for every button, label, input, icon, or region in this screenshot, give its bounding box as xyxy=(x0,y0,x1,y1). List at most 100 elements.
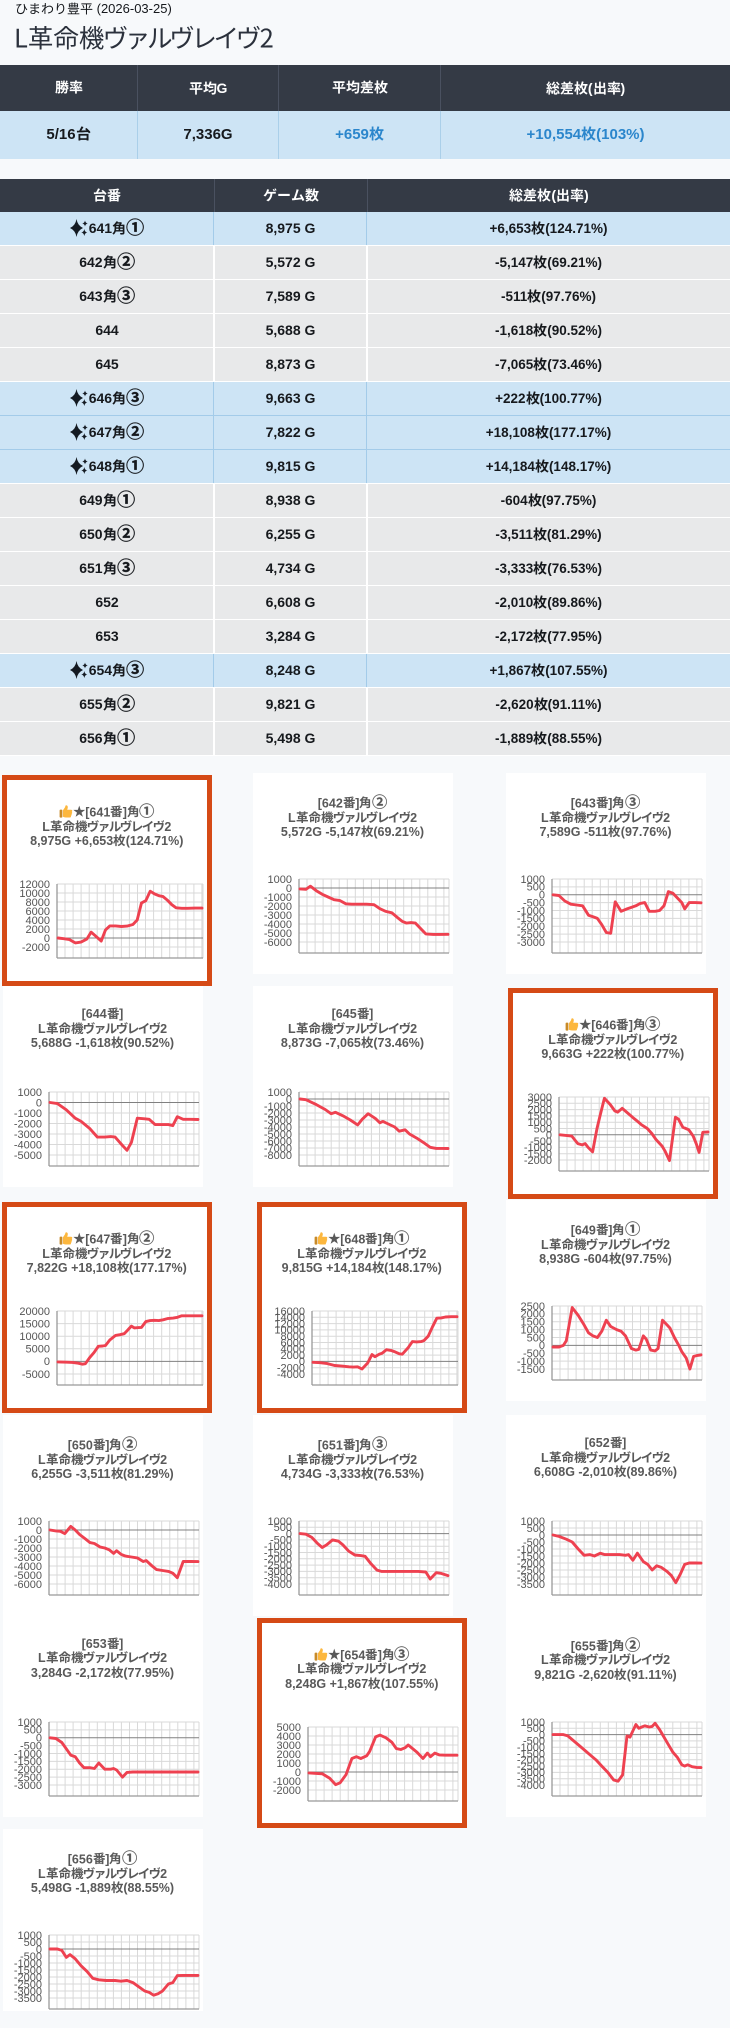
svg-text:-2500: -2500 xyxy=(13,1979,41,1991)
svg-text:-1000: -1000 xyxy=(524,1142,552,1154)
svg-text:-5000: -5000 xyxy=(263,928,291,940)
svg-text:4000: 4000 xyxy=(26,915,50,927)
svg-text:-1000: -1000 xyxy=(516,1356,544,1368)
svg-text:-2000: -2000 xyxy=(13,1543,41,1555)
svg-text:-1500: -1500 xyxy=(263,1547,291,1559)
svg-text:0: 0 xyxy=(538,1530,544,1542)
svg-text:-1000: -1000 xyxy=(263,892,291,904)
svg-text:-3500: -3500 xyxy=(516,1773,544,1785)
svg-text:-3000: -3000 xyxy=(13,1779,41,1791)
svg-text:2000: 2000 xyxy=(281,1350,305,1362)
svg-text:-6000: -6000 xyxy=(13,1579,41,1591)
svg-text:-2500: -2500 xyxy=(516,1565,544,1577)
svg-text:-1500: -1500 xyxy=(516,1748,544,1760)
svg-text:15000: 15000 xyxy=(19,1318,50,1330)
svg-text:-1000: -1000 xyxy=(273,1775,301,1787)
svg-text:-5000: -5000 xyxy=(13,1570,41,1582)
svg-text:-1000: -1000 xyxy=(516,1742,544,1754)
svg-text:2000: 2000 xyxy=(277,1748,301,1760)
svg-text:0: 0 xyxy=(285,883,291,895)
svg-text:-2000: -2000 xyxy=(277,1363,305,1375)
svg-text:1000: 1000 xyxy=(267,1517,291,1528)
svg-text:-3500: -3500 xyxy=(13,1993,41,2005)
svg-text:-2000: -2000 xyxy=(516,1558,544,1570)
svg-text:1000: 1000 xyxy=(267,875,291,886)
svg-text:-4000: -4000 xyxy=(263,1122,291,1134)
svg-text:1000: 1000 xyxy=(520,875,544,886)
svg-text:-2000: -2000 xyxy=(263,1108,291,1120)
svg-text:20000: 20000 xyxy=(19,1307,50,1318)
svg-text:-4000: -4000 xyxy=(13,1561,41,1573)
svg-text:-2000: -2000 xyxy=(13,1972,41,1984)
svg-text:-500: -500 xyxy=(522,897,544,909)
svg-text:-500: -500 xyxy=(522,1348,544,1360)
svg-text:-500: -500 xyxy=(19,1740,41,1752)
svg-text:-3500: -3500 xyxy=(263,1573,291,1585)
svg-text:-500: -500 xyxy=(19,1951,41,1963)
svg-text:8000: 8000 xyxy=(26,897,50,909)
svg-text:-1000: -1000 xyxy=(13,1534,41,1546)
svg-text:-3000: -3000 xyxy=(516,1767,544,1779)
svg-text:-8000: -8000 xyxy=(263,1150,291,1162)
svg-text:-500: -500 xyxy=(530,1136,552,1148)
svg-text:0: 0 xyxy=(295,1766,301,1778)
svg-text:-6000: -6000 xyxy=(263,937,291,949)
svg-text:500: 500 xyxy=(534,1123,552,1135)
svg-text:12000: 12000 xyxy=(274,1318,305,1330)
svg-text:1000: 1000 xyxy=(17,1517,41,1528)
svg-text:500: 500 xyxy=(23,1937,41,1949)
svg-text:0: 0 xyxy=(299,1356,305,1368)
svg-text:-2000: -2000 xyxy=(263,901,291,913)
svg-text:-500: -500 xyxy=(522,1735,544,1747)
svg-text:-2500: -2500 xyxy=(263,1560,291,1572)
svg-text:-1000: -1000 xyxy=(13,1958,41,1970)
svg-text:-1000: -1000 xyxy=(263,1541,291,1553)
svg-text:0: 0 xyxy=(35,1525,41,1537)
svg-text:500: 500 xyxy=(273,1522,291,1534)
svg-text:-2000: -2000 xyxy=(22,942,50,954)
svg-text:1000: 1000 xyxy=(17,1718,41,1729)
svg-text:2000: 2000 xyxy=(26,924,50,936)
svg-text:-2000: -2000 xyxy=(13,1764,41,1776)
svg-text:1000: 1000 xyxy=(267,1088,291,1099)
svg-text:6000: 6000 xyxy=(281,1337,305,1349)
svg-text:-2500: -2500 xyxy=(516,929,544,941)
svg-text:-1500: -1500 xyxy=(516,1364,544,1376)
svg-text:2500: 2500 xyxy=(520,1302,544,1313)
svg-text:-1500: -1500 xyxy=(516,1551,544,1563)
svg-text:5000: 5000 xyxy=(277,1723,301,1734)
svg-text:-5000: -5000 xyxy=(263,1129,291,1141)
svg-text:-2000: -2000 xyxy=(516,1754,544,1766)
svg-text:-1500: -1500 xyxy=(13,1756,41,1768)
svg-text:-2000: -2000 xyxy=(263,1554,291,1566)
svg-text:1500: 1500 xyxy=(520,1317,544,1329)
svg-text:6000: 6000 xyxy=(26,906,50,918)
svg-text:1000: 1000 xyxy=(520,1324,544,1336)
svg-text:-5000: -5000 xyxy=(22,1369,50,1381)
svg-text:2000: 2000 xyxy=(520,1309,544,1321)
svg-text:0: 0 xyxy=(44,1356,50,1368)
svg-text:16000: 16000 xyxy=(274,1307,305,1318)
svg-text:-2500: -2500 xyxy=(13,1771,41,1783)
svg-text:1000: 1000 xyxy=(277,1757,301,1769)
svg-text:1500: 1500 xyxy=(528,1111,552,1123)
svg-text:10000: 10000 xyxy=(274,1325,305,1337)
svg-text:-500: -500 xyxy=(522,1537,544,1549)
svg-text:10000: 10000 xyxy=(19,888,50,900)
svg-text:2000: 2000 xyxy=(528,1104,552,1116)
svg-text:-1000: -1000 xyxy=(516,905,544,917)
svg-text:0: 0 xyxy=(35,1944,41,1956)
svg-text:14000: 14000 xyxy=(274,1312,305,1324)
svg-text:-1000: -1000 xyxy=(263,1101,291,1113)
svg-text:0: 0 xyxy=(538,890,544,902)
svg-text:1000: 1000 xyxy=(17,1088,41,1099)
svg-text:-3000: -3000 xyxy=(263,1566,291,1578)
svg-text:-3000: -3000 xyxy=(516,1572,544,1584)
svg-text:1000: 1000 xyxy=(520,1517,544,1528)
svg-text:-4000: -4000 xyxy=(277,1369,305,1381)
svg-text:-500: -500 xyxy=(269,1535,291,1547)
svg-text:500: 500 xyxy=(526,1332,544,1344)
svg-text:0: 0 xyxy=(285,1094,291,1106)
svg-text:-4000: -4000 xyxy=(263,1579,291,1591)
svg-text:-3000: -3000 xyxy=(13,1986,41,1998)
